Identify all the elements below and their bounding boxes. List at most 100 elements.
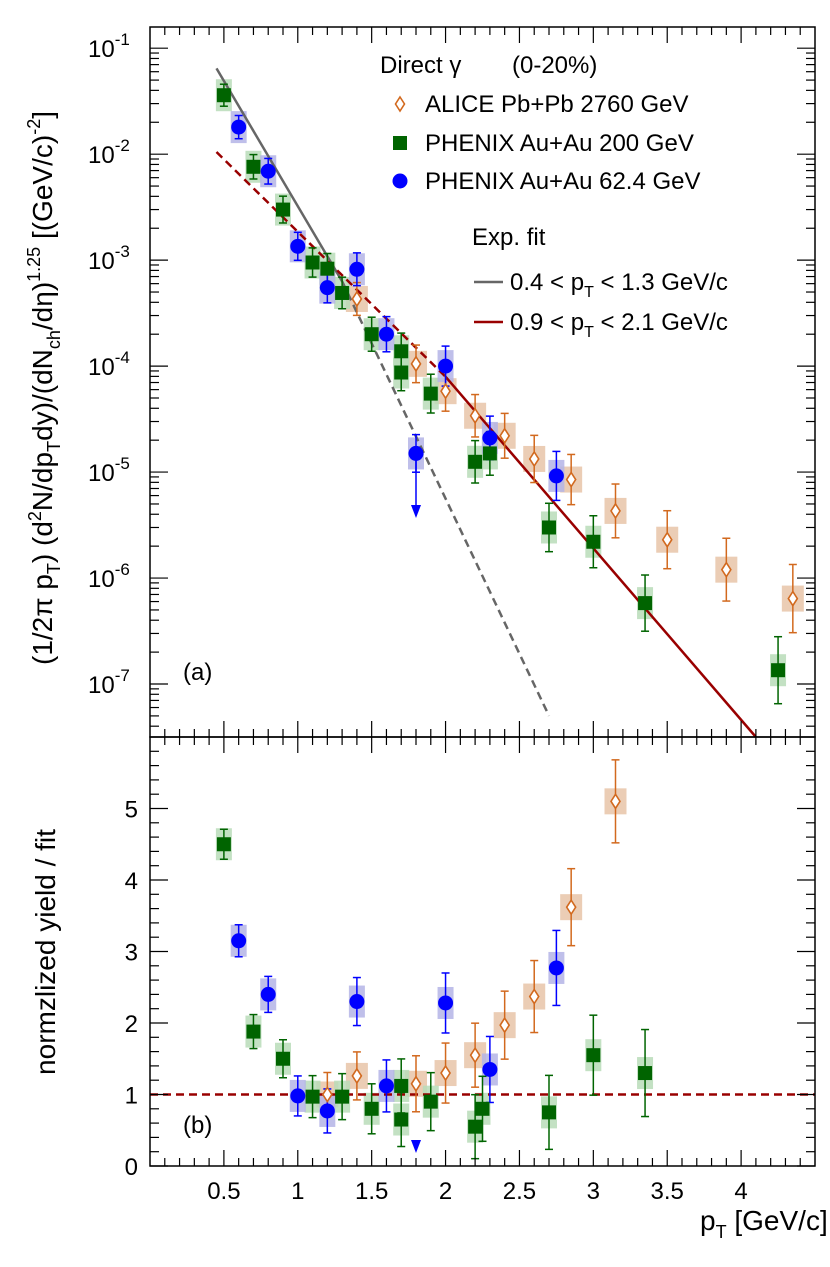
panel-a-point-green [542, 520, 556, 535]
panel-a-label: (a) [183, 659, 212, 686]
panel-b-point-blue [438, 995, 454, 1011]
fit-legend-entry: 0.9 < pT < 2.1 GeV/c [510, 309, 728, 341]
panel-b-point-green [394, 1112, 409, 1127]
fit-low-pt-dashed [340, 280, 551, 717]
x-tick-label: 2 [439, 1178, 452, 1205]
y-tick-label: 10-2 [88, 136, 130, 169]
legend-entry: PHENIX Au+Au 62.4 GeV [425, 168, 701, 195]
panel-a-point-green [423, 386, 438, 401]
panel-a-point-green [320, 261, 335, 276]
panel-a-point-blue [548, 468, 564, 484]
upper-limit-arrow [411, 505, 421, 518]
panel-a-point-green [586, 534, 601, 549]
panel-a-point-blue [231, 119, 247, 135]
panel-a-point-green [335, 285, 350, 300]
panel-b-point-blue [548, 960, 564, 976]
x-tick-label: 3 [587, 1178, 600, 1205]
legend-marker [392, 173, 408, 189]
panel-a-point-green [771, 663, 786, 678]
x-tick-label: 4 [734, 1178, 747, 1205]
panel-b-point-blue [231, 933, 247, 949]
y-tick-label: 10-5 [88, 454, 130, 487]
panel-a-point-orange [440, 382, 452, 400]
panel-b-point-green [335, 1089, 350, 1104]
panel-b-point-orange [351, 1067, 363, 1085]
fit-low-pt-solid [215, 67, 344, 282]
y-tick-label: 0 [125, 1154, 138, 1181]
y-tick-label: 10-7 [88, 666, 130, 699]
panel-b-point-green [638, 1066, 653, 1081]
panel-b-point-green [394, 1078, 409, 1093]
y-tick-label: 2 [125, 1011, 138, 1038]
panel-b-label: (b) [183, 1112, 212, 1139]
panel-b-point-green [276, 1051, 290, 1066]
panel-a-point-orange [610, 502, 621, 520]
legend-centrality: (0-20%) [512, 52, 597, 79]
panel-a-point-blue [260, 163, 276, 179]
y-tick-label: 10-4 [88, 348, 130, 381]
panel-b-point-green [542, 1105, 556, 1120]
panel-b-point-green [475, 1101, 490, 1116]
panel-a-point-orange [720, 561, 732, 579]
panel-b-point-green [468, 1119, 483, 1134]
x-tick-label: 2.5 [503, 1178, 536, 1205]
panel-a-point-blue [378, 326, 394, 342]
panel-a-point-green [394, 344, 409, 359]
panel-a-point-orange [565, 471, 577, 489]
y-tick-label: 10-3 [88, 242, 130, 275]
panel-b-point-green [364, 1101, 379, 1116]
panel-a-point-blue [482, 430, 498, 446]
x-tick-label: 3.5 [651, 1178, 684, 1205]
panel-b-point-blue [482, 1061, 498, 1077]
panel-b-point-orange [565, 898, 577, 916]
panel-a-point-orange [787, 590, 799, 608]
panel-b-point-blue [378, 1078, 394, 1094]
panel-b-point-green [423, 1094, 438, 1109]
panel-a-point-blue [408, 445, 424, 461]
fit-legend-title: Exp. fit [472, 224, 546, 251]
panel-b-point-orange [321, 1086, 333, 1103]
y-tick-label: 3 [125, 940, 138, 967]
panel-b-point-green [305, 1089, 320, 1104]
panel-a-point-green [246, 159, 261, 174]
panel-a-point-orange [528, 450, 540, 468]
panel-b-point-orange [440, 1064, 452, 1082]
panel-b-point-orange [410, 1075, 422, 1093]
panel-a-y-axis-title: (1/2π pT) (d2N/dpTdy)/(dNch/dη)1.25 [(Ge… [24, 111, 64, 665]
panel-b-point-blue [319, 1103, 335, 1119]
panel-b-point-green [246, 1024, 261, 1039]
panel-a-point-blue [438, 358, 454, 374]
fit-legend-entry: 0.4 < pT < 1.3 GeV/c [510, 269, 728, 301]
panel-a-point-orange [410, 355, 422, 373]
panel-a-point-green [216, 88, 231, 103]
x-tick-label: 1.5 [355, 1178, 388, 1205]
panel-a-point-green [276, 202, 290, 217]
panel-a-point-green [638, 596, 653, 611]
y-tick-label: 5 [125, 797, 138, 824]
upper-limit-arrow [411, 1140, 421, 1153]
panel-a-point-orange [351, 290, 363, 308]
panel-b-point-blue [349, 994, 365, 1010]
x-tick-label: 0.5 [207, 1178, 240, 1205]
y-tick-label: 10-1 [88, 30, 130, 63]
panel-b-point-blue [290, 1088, 306, 1104]
panel-b-point-green [216, 837, 231, 852]
y-tick-label: 1 [125, 1083, 138, 1110]
panel-a-point-green [364, 327, 379, 342]
fit-high-pt-solid [444, 375, 757, 738]
legend-marker [394, 95, 406, 113]
panel-b-point-orange [610, 792, 621, 810]
panel-a-point-blue [319, 280, 335, 296]
legend-entry: PHENIX Au+Au 200 GeV [425, 130, 694, 157]
panel-b-point-blue [260, 986, 276, 1002]
panel-a-point-blue [349, 261, 365, 277]
panel-a-point-orange [499, 427, 511, 445]
panel-b-point-green [586, 1048, 601, 1063]
legend-marker [393, 136, 407, 150]
y-tick-label: 10-6 [88, 560, 130, 593]
panel-a-point-green [394, 365, 409, 380]
y-tick-label: 4 [125, 868, 138, 895]
panel-b-point-orange [528, 988, 540, 1006]
panel-a-point-green [482, 446, 497, 461]
